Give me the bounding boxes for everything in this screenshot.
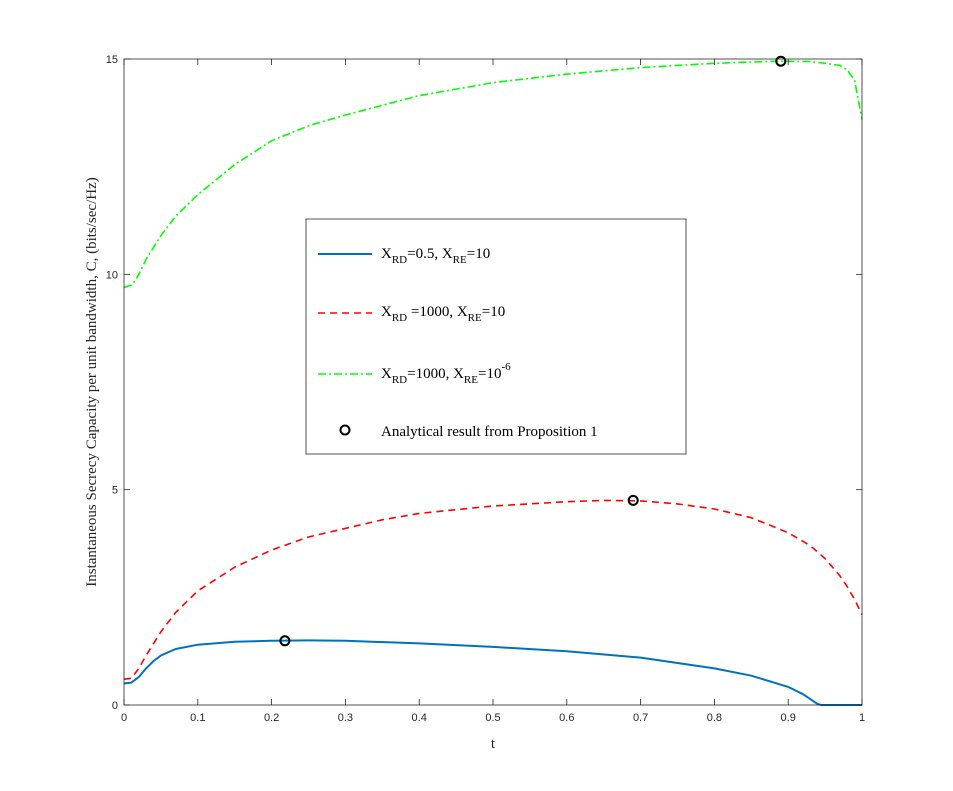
legend: XRD=0.5, XRE=10 XRD =1000, XRE=10 XRD=10… xyxy=(305,218,687,455)
y-axis: 0 5 10 15 xyxy=(106,54,862,712)
x-tick-label: 0.4 xyxy=(412,712,427,724)
x-tick-label: 0.1 xyxy=(190,712,205,724)
y-tick-label: 15 xyxy=(106,54,118,66)
series-line-1 xyxy=(123,639,862,706)
legend-entry-2: XRD =1000, XRE=10 xyxy=(318,304,505,324)
analytical-point-3 xyxy=(775,55,787,67)
series-line-3 xyxy=(123,60,863,289)
legend-label-3: XRD=1000, XRE=10-6 xyxy=(381,361,511,386)
x-tick-label: 0 xyxy=(121,712,127,724)
x-axis: 0 0.1 0.2 0.3 0.4 0.5 0.6 0.7 0.8 0.9 1 xyxy=(121,59,865,724)
legend-marker-icon xyxy=(339,424,351,436)
x-tick-label: 0.8 xyxy=(707,712,722,724)
x-tick-label: 0.5 xyxy=(485,712,500,724)
analytical-point-2 xyxy=(627,494,639,506)
y-tick-label: 10 xyxy=(106,269,118,281)
legend-entry-3: XRD=1000, XRE=10-6 xyxy=(318,361,511,386)
x-axis-label: t xyxy=(491,736,496,752)
x-tick-label: 1 xyxy=(859,712,865,724)
y-axis-label: Instantaneous Secrecy Capacity per unit … xyxy=(84,177,100,586)
y-tick-label: 0 xyxy=(112,700,118,712)
x-tick-label: 0.6 xyxy=(559,712,574,724)
legend-entry-1: XRD=0.5, XRE=10 xyxy=(318,246,490,266)
analytical-point-1 xyxy=(279,635,291,647)
x-tick-label: 0.9 xyxy=(781,712,796,724)
data-curves xyxy=(123,60,863,706)
legend-label-2: XRD =1000, XRE=10 xyxy=(381,304,505,324)
analytical-markers xyxy=(279,55,787,647)
x-tick-label: 0.3 xyxy=(338,712,353,724)
legend-label-4: Analytical result from Proposition 1 xyxy=(381,424,598,440)
legend-label-1: XRD=0.5, XRE=10 xyxy=(381,246,490,266)
x-tick-label: 0.2 xyxy=(264,712,279,724)
y-tick-label: 5 xyxy=(112,485,118,497)
legend-entry-4: Analytical result from Proposition 1 xyxy=(339,424,598,440)
legend-box xyxy=(305,218,687,455)
x-tick-label: 0.7 xyxy=(633,712,648,724)
